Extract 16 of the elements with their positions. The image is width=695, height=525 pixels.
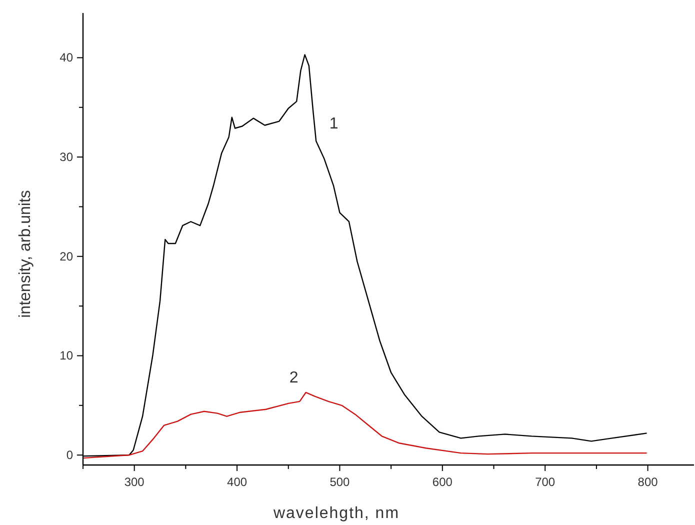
y-tick-label: 20 (60, 249, 74, 264)
x-tick-label: 300 (124, 475, 145, 489)
x-tick-label: 400 (227, 475, 248, 489)
series-label: 2 (289, 369, 298, 386)
x-tick-label: 600 (432, 475, 453, 489)
x-tick-label: 700 (535, 475, 556, 489)
x-tick-label: 800 (638, 475, 658, 489)
series-label: 1 (329, 116, 338, 133)
y-axis-title: intensity, arb.units (17, 190, 34, 318)
y-tick-label: 10 (60, 348, 74, 363)
y-tick-label: 0 (66, 448, 74, 462)
y-tick-label: 30 (60, 150, 74, 164)
y-tick-label: 40 (60, 50, 74, 65)
line-series (82, 392, 648, 459)
x-axis-title: wavelehgth, nm (272, 505, 400, 522)
x-tick-label: 500 (330, 475, 350, 489)
